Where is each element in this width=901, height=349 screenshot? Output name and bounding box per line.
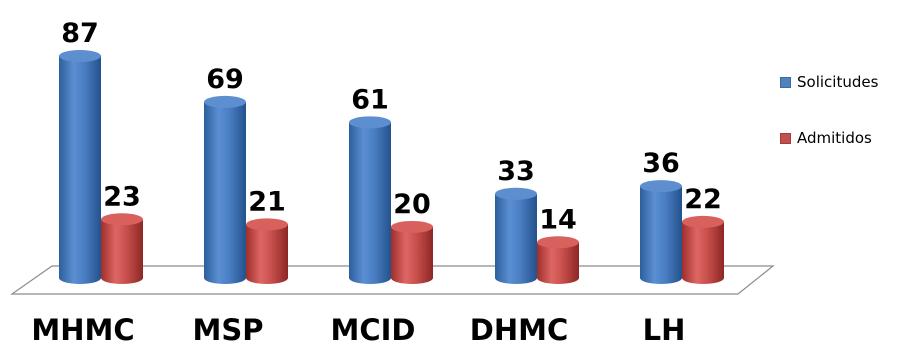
category-label-msp: MSP xyxy=(193,313,264,347)
category-label-mcid: MCID xyxy=(330,313,415,347)
bar-admitidos-lh xyxy=(682,215,724,284)
data-label-solicitudes-dhmc: 33 xyxy=(497,156,535,187)
data-label-admitidos-msp: 21 xyxy=(248,186,286,217)
bar-solicitudes-mcid xyxy=(349,116,391,285)
bar-solicitudes-dhmc xyxy=(495,187,537,284)
bar-admitidos-mcid xyxy=(391,220,433,284)
bar-solicitudes-mhmc xyxy=(59,50,101,284)
bar-solicitudes-msp xyxy=(204,95,246,285)
data-label-admitidos-lh: 22 xyxy=(684,184,722,215)
bar-admitidos-dhmc xyxy=(537,236,579,284)
category-label-lh: LH xyxy=(643,313,686,347)
legend-label-admitidos: Admitidos xyxy=(797,129,872,147)
legend-item-solicitudes: Solicitudes xyxy=(780,72,900,92)
data-label-solicitudes-msp: 69 xyxy=(206,64,244,95)
bar-solicitudes-lh xyxy=(640,180,682,284)
legend-swatch-solicitudes xyxy=(780,76,791,88)
category-label-mhmc: MHMC xyxy=(31,313,134,347)
bar-admitidos-mhmc xyxy=(101,213,143,284)
bar-admitidos-msp xyxy=(246,218,288,284)
data-label-solicitudes-lh: 36 xyxy=(642,148,680,179)
data-label-solicitudes-mcid: 61 xyxy=(351,84,389,115)
data-label-solicitudes-mhmc: 87 xyxy=(61,18,99,49)
legend-item-admitidos: Admitidos xyxy=(780,128,900,148)
data-label-admitidos-mhmc: 23 xyxy=(103,181,141,212)
category-label-dhmc: DHMC xyxy=(470,313,568,347)
data-label-admitidos-dhmc: 14 xyxy=(539,204,577,235)
legend: Solicitudes Admitidos xyxy=(780,72,900,184)
data-label-admitidos-mcid: 20 xyxy=(393,189,431,220)
legend-swatch-admitidos xyxy=(780,132,791,144)
legend-label-solicitudes: Solicitudes xyxy=(797,73,879,91)
